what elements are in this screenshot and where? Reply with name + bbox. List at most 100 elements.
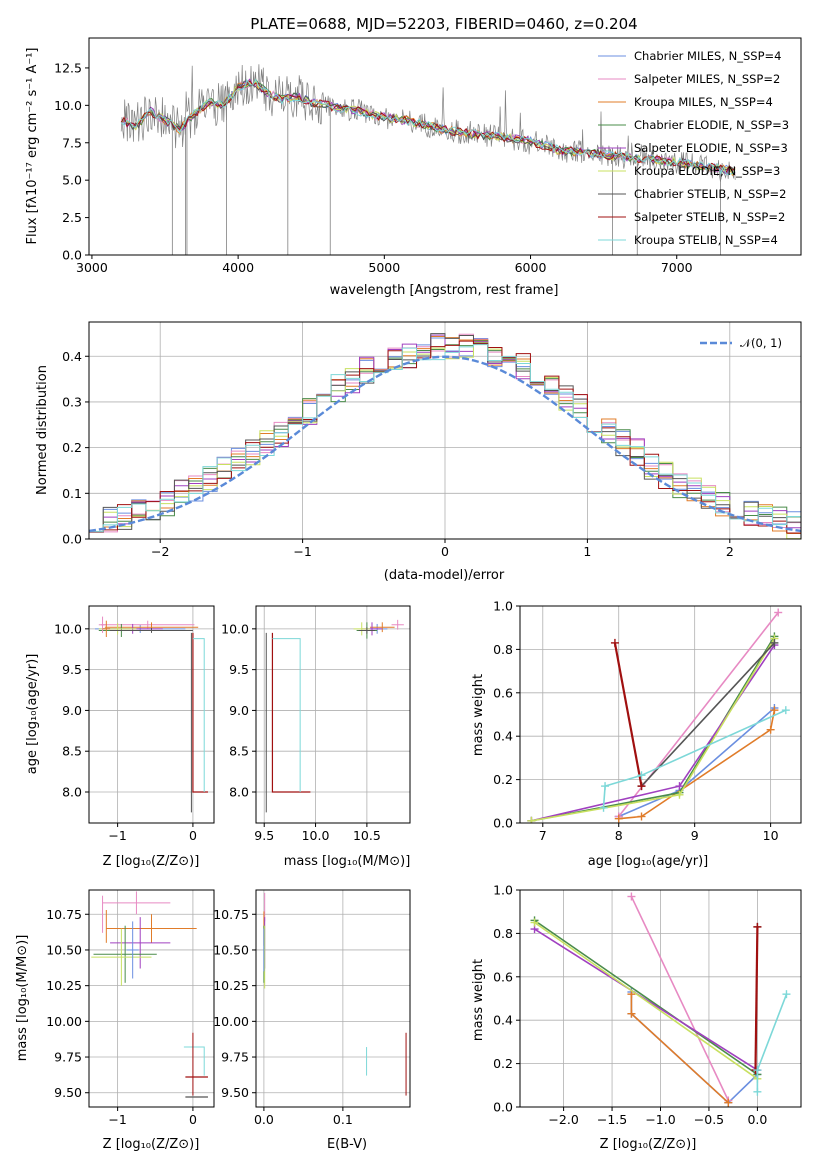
agez-ylabel: age [log₁₀(age/yr)] bbox=[25, 654, 40, 775]
weight-series-line bbox=[756, 993, 788, 1092]
y-tick-label: 0.8 bbox=[493, 642, 513, 657]
y-tick-label: 5.0 bbox=[62, 173, 82, 188]
x-tick-label: 0 bbox=[189, 1112, 197, 1127]
y-tick-label: 0.0 bbox=[62, 532, 82, 547]
plot-area bbox=[95, 616, 208, 813]
legend-entry: Salpeter STELIB, N_SSP=2 bbox=[598, 210, 785, 224]
weight-series-line bbox=[630, 896, 730, 1101]
spectrum-xlabel: wavelength [Angstrom, rest frame] bbox=[330, 283, 559, 298]
wage-xlabel: age [log₁₀(age/yr)] bbox=[588, 854, 709, 869]
y-tick-label: 9.0 bbox=[62, 703, 82, 718]
mass-vs-ebv-panel: E(B-V) 0.0 0.1 9.50 9.75 10.00 10.25 10.50 10.7… bbox=[213, 889, 411, 1152]
legend-label-4: Salpeter ELODIE, N_SSP=3 bbox=[634, 141, 788, 155]
y-tick-label: 9.75 bbox=[221, 1050, 249, 1065]
y-tick-label: 0.4 bbox=[62, 349, 82, 364]
plot-frame bbox=[88, 37, 802, 256]
plot-frame bbox=[88, 605, 215, 824]
wz-xlabel: Z [log₁₀(Z/Z⊙)] bbox=[600, 1137, 697, 1152]
y-tick-label: 8.0 bbox=[62, 785, 82, 800]
y-tick-label: 8.5 bbox=[62, 744, 82, 759]
x-tick-label: −1 bbox=[293, 544, 311, 559]
weight-series-line bbox=[531, 638, 776, 822]
plot-area bbox=[89, 333, 801, 539]
x-tick-label: 0.0 bbox=[254, 1112, 274, 1127]
error-bar-h bbox=[192, 632, 208, 793]
y-tick-label: 10.0 bbox=[221, 621, 249, 636]
age-vs-mass-panel: mass [log₁₀(M/M⊙)] 9.5 10.0 10.5 8.0 8.5 9.0 9… bbox=[221, 605, 411, 869]
spectrum-legend: Chabrier MILES, N_SSP=4 Salpeter MILES, … bbox=[598, 49, 789, 247]
y-tick-label: 0.6 bbox=[493, 969, 513, 984]
residuals-ylabel: Normed distribution bbox=[35, 365, 50, 495]
legend-label-0: Chabrier MILES, N_SSP=4 bbox=[634, 49, 781, 63]
y-tick-label: 0.4 bbox=[493, 729, 513, 744]
legend-label-2: Kroupa MILES, N_SSP=4 bbox=[634, 95, 773, 109]
x-tick-label: −1.5 bbox=[597, 1112, 627, 1127]
x-tick-label: 7 bbox=[539, 828, 547, 843]
x-tick-label: −2 bbox=[151, 544, 169, 559]
plot-frame bbox=[519, 605, 802, 824]
y-tick-label: 0.0 bbox=[62, 248, 82, 263]
weight-series-line bbox=[531, 644, 776, 822]
x-tick-label: 0.1 bbox=[333, 1112, 353, 1127]
legend-label-5: Kroupa ELODIE, N_SSP=3 bbox=[634, 164, 780, 178]
y-tick-label: 10.00 bbox=[46, 1014, 82, 1029]
legend-entry: Salpeter ELODIE, N_SSP=3 bbox=[598, 141, 788, 155]
age-vs-z-panel: Z [log₁₀(Z/Z⊙)] age [log₁₀(age/yr)] −1 0 8… bbox=[25, 605, 215, 869]
y-tick-label: 0.2 bbox=[62, 440, 82, 455]
legend-entry: Chabrier ELODIE, N_SSP=3 bbox=[598, 118, 789, 132]
x-tick-label: 8 bbox=[615, 828, 623, 843]
legend-label-1: Salpeter MILES, N_SSP=2 bbox=[634, 72, 780, 86]
y-tick-label: 10.50 bbox=[46, 942, 82, 957]
y-tick-label: 9.0 bbox=[229, 703, 249, 718]
plot-area bbox=[265, 619, 404, 813]
y-tick-label: 10.50 bbox=[213, 942, 249, 957]
y-tick-label: 10.00 bbox=[213, 1014, 249, 1029]
model-spectrum-line bbox=[120, 78, 736, 176]
y-tick-label: 7.5 bbox=[62, 135, 82, 150]
legend-label-6: Chabrier STELIB, N_SSP=2 bbox=[634, 187, 786, 201]
x-tick-label: 3000 bbox=[76, 260, 108, 275]
y-tick-label: 0.4 bbox=[493, 1013, 513, 1028]
massz-xlabel: Z [log₁₀(Z/Z⊙)] bbox=[103, 1137, 200, 1152]
x-tick-label: 0 bbox=[441, 544, 449, 559]
legend-entry: Chabrier STELIB, N_SSP=2 bbox=[598, 187, 786, 201]
plot-frame bbox=[255, 605, 411, 824]
y-tick-label: 8.5 bbox=[229, 744, 249, 759]
x-tick-label: 5000 bbox=[368, 260, 400, 275]
x-tick-label: 6000 bbox=[515, 260, 547, 275]
histogram-step-line bbox=[89, 344, 801, 539]
x-tick-label: 10.5 bbox=[353, 828, 381, 843]
x-tick-label: 1 bbox=[583, 544, 591, 559]
x-tick-label: 7000 bbox=[661, 260, 693, 275]
x-tick-label: 2 bbox=[726, 544, 734, 559]
massz-ylabel: mass [log₁₀(M/M⊙)] bbox=[15, 935, 30, 1062]
y-tick-label: 9.5 bbox=[229, 662, 249, 677]
massebv-xlabel: E(B-V) bbox=[327, 1137, 367, 1152]
x-tick-label: 0 bbox=[189, 828, 197, 843]
error-bar-v bbox=[192, 638, 205, 792]
y-tick-label: 9.5 bbox=[62, 662, 82, 677]
error-bar-h bbox=[271, 632, 311, 793]
legend-entry: Kroupa MILES, N_SSP=4 bbox=[598, 95, 773, 109]
y-tick-label: 1.0 bbox=[493, 883, 513, 898]
x-tick-label: 10.0 bbox=[302, 828, 330, 843]
plot-area bbox=[263, 892, 407, 1096]
plot-area bbox=[527, 608, 790, 823]
weight-series-line bbox=[534, 928, 758, 1071]
y-tick-label: 1.0 bbox=[493, 599, 513, 614]
plot-area bbox=[120, 64, 736, 255]
y-tick-label: 0.2 bbox=[493, 1056, 513, 1071]
y-tick-label: 9.50 bbox=[54, 1085, 82, 1100]
x-tick-label: 10 bbox=[763, 828, 779, 843]
weight-series-line bbox=[630, 992, 758, 1104]
y-tick-label: 12.5 bbox=[54, 60, 82, 75]
weight-series-line bbox=[602, 709, 787, 808]
weight-series-line bbox=[754, 926, 759, 1071]
wage-ylabel: mass weight bbox=[471, 674, 486, 756]
error-bar-h bbox=[183, 1046, 205, 1076]
x-tick-label: −0.5 bbox=[694, 1112, 724, 1127]
legend-entry: Kroupa ELODIE, N_SSP=3 bbox=[598, 164, 780, 178]
agez-xlabel: Z [log₁₀(Z/Z⊙)] bbox=[103, 854, 200, 869]
y-tick-label: 8.0 bbox=[229, 785, 249, 800]
y-tick-label: 0.0 bbox=[493, 816, 513, 831]
